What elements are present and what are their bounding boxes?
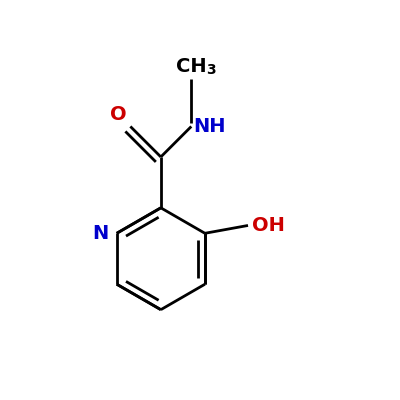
Text: CH: CH: [176, 56, 207, 76]
Text: 3: 3: [206, 64, 216, 78]
Text: NH: NH: [193, 117, 226, 136]
Text: O: O: [110, 106, 126, 124]
Text: N: N: [93, 224, 109, 243]
Text: OH: OH: [252, 216, 285, 235]
